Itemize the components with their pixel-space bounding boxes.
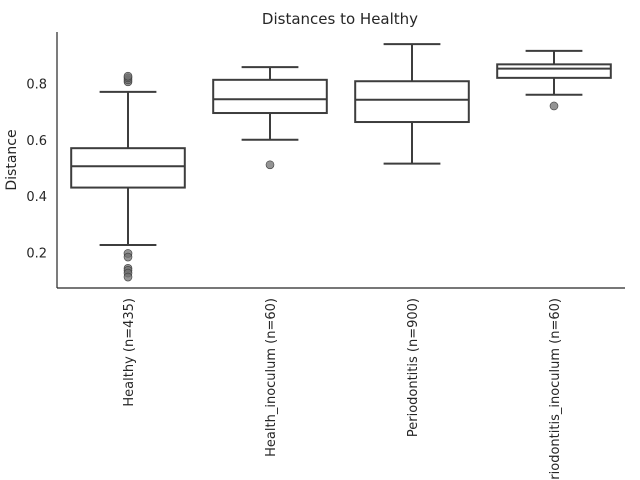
y-tick-label: 0.4: [26, 190, 47, 205]
box-group: [354, 43, 470, 165]
box-series: [70, 43, 612, 282]
outlier-point: [265, 160, 275, 170]
x-tick-label: Periodontitis_inoculum (n=60): [548, 298, 563, 480]
chart-title: Distances to Healthy: [262, 10, 418, 28]
y-tick-label: 0.6: [26, 134, 47, 149]
y-tick-labels: 0.2 0.4 0.6 0.8: [26, 78, 47, 262]
x-tick-label: Periodontitis (n=900): [406, 298, 421, 437]
y-tick-label: 0.8: [26, 78, 47, 93]
iqr-box: [212, 78, 328, 115]
iqr-box: [496, 63, 612, 79]
x-tick-label: Health_inoculum (n=60): [264, 298, 279, 457]
box-group: [496, 49, 612, 111]
y-tick-label: 0.2: [26, 246, 47, 261]
x-tick-label: Healthy (n=435): [122, 298, 137, 407]
x-tick-labels: Healthy (n=435) Health_inoculum (n=60) Per…: [122, 298, 563, 480]
box-group: [212, 66, 328, 170]
outlier-point: [549, 101, 559, 111]
outlier-point: [123, 71, 133, 81]
box-group: [70, 71, 186, 282]
outlier-point: [123, 272, 133, 282]
iqr-box: [70, 147, 186, 189]
iqr-box: [354, 80, 470, 124]
y-axis-label: Distance: [4, 129, 20, 190]
outlier-point: [123, 252, 133, 262]
